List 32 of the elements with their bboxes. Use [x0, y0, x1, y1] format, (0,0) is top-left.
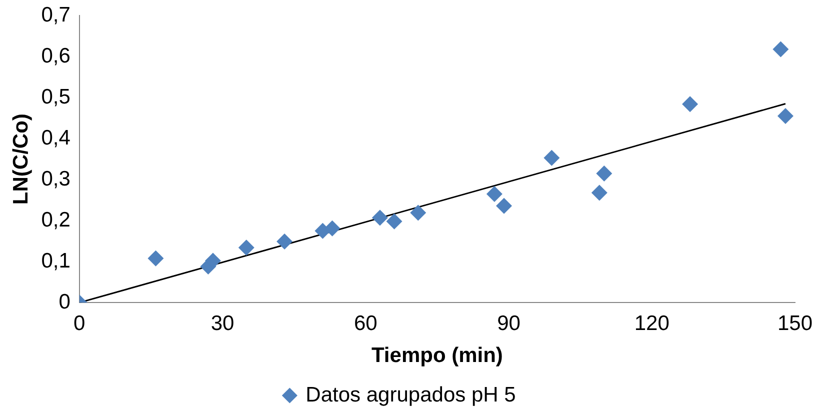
x-tick-label: 150	[777, 312, 813, 335]
point	[486, 186, 502, 202]
point	[596, 165, 612, 182]
y-tick-label: 0,5	[41, 85, 70, 108]
x-tick-label: 30	[210, 312, 234, 335]
x-tick-label: 60	[354, 312, 378, 335]
point	[372, 210, 388, 226]
y-tick-label: 0,3	[41, 167, 70, 190]
point	[148, 250, 164, 266]
x-axis-title: Tiempo (min)	[371, 344, 503, 368]
y-tick-label: 0,4	[41, 126, 71, 150]
point	[496, 198, 512, 214]
y-tick-label: 0,1	[41, 249, 70, 272]
point	[238, 240, 254, 256]
point	[772, 41, 789, 58]
point	[682, 96, 698, 112]
y-tick-label: 0,2	[41, 208, 70, 232]
x-tick-label: 120	[634, 312, 670, 335]
y-axis-title: LN(C/Co)	[9, 114, 32, 205]
y-tick-label: 0,6	[41, 44, 70, 68]
point	[324, 220, 340, 236]
x-tick-label: 0	[74, 312, 86, 335]
y-tick-label: 0,7	[41, 3, 70, 26]
point	[386, 213, 402, 230]
point	[410, 204, 426, 221]
legend-label: Datos agrupados pH 5	[306, 383, 516, 406]
point	[591, 184, 608, 201]
point	[777, 108, 794, 124]
y-tick-label: 0	[58, 290, 70, 314]
x-tick-label: 90	[497, 312, 520, 335]
point	[544, 150, 560, 166]
point	[276, 234, 293, 250]
